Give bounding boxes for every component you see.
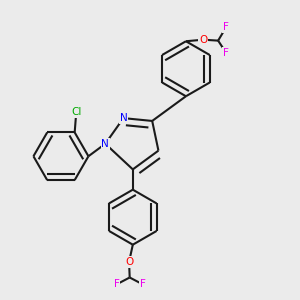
Text: F: F [223, 22, 229, 32]
Text: N: N [120, 113, 127, 123]
Text: Cl: Cl [71, 107, 81, 117]
Text: O: O [199, 35, 207, 45]
Text: F: F [114, 279, 119, 290]
Text: N: N [101, 139, 109, 149]
Text: O: O [125, 257, 133, 267]
Text: F: F [140, 279, 146, 290]
Text: F: F [223, 47, 229, 58]
